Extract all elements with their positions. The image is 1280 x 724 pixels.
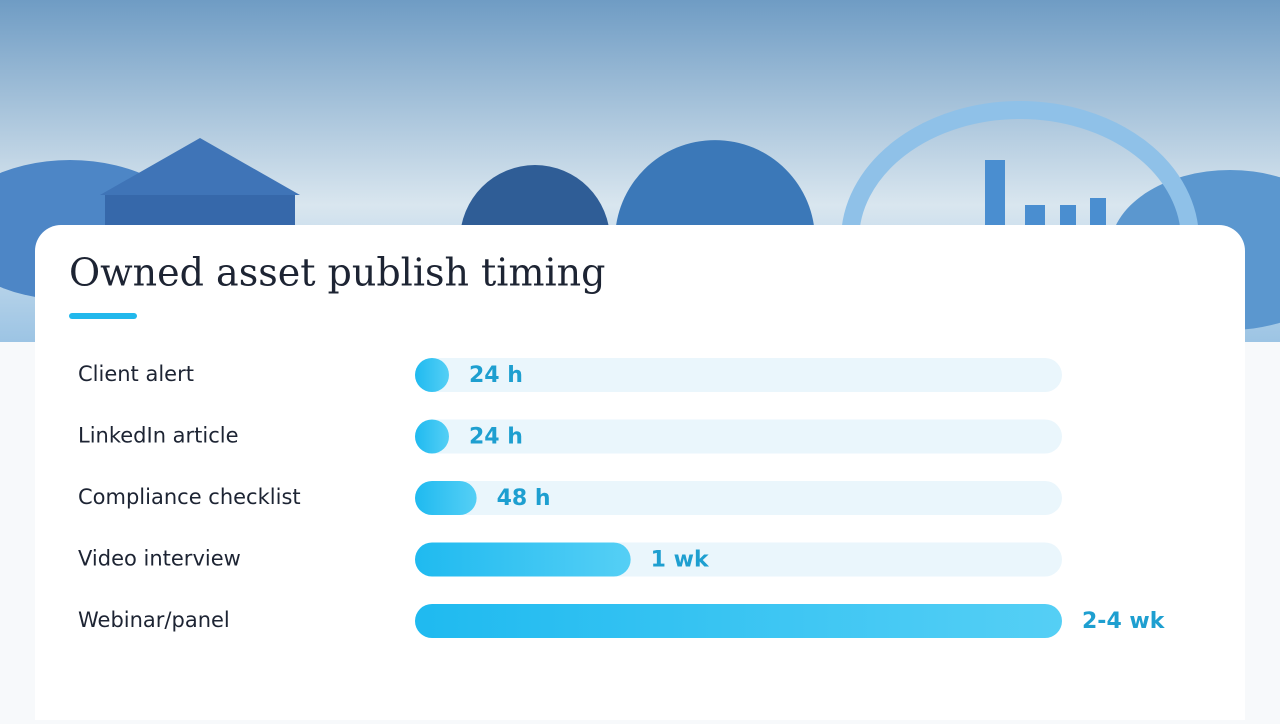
category-label: Compliance checklist bbox=[78, 485, 301, 509]
value-label: 2-4 wk bbox=[1082, 609, 1166, 634]
bar bbox=[415, 604, 1062, 638]
category-label: Video interview bbox=[78, 547, 241, 571]
value-label: 1 wk bbox=[651, 548, 710, 573]
value-label: 24 h bbox=[469, 425, 523, 450]
bar bbox=[415, 481, 477, 515]
bar bbox=[415, 419, 449, 454]
category-label: Webinar/panel bbox=[78, 608, 230, 632]
bar-track bbox=[415, 481, 1062, 515]
title-accent bbox=[69, 313, 137, 319]
card bbox=[35, 225, 1245, 724]
bar-track bbox=[415, 358, 1062, 392]
bar-track bbox=[415, 419, 1062, 454]
bar bbox=[415, 358, 449, 392]
value-label: 48 h bbox=[497, 486, 551, 511]
chart-title: Owned asset publish timing bbox=[69, 251, 605, 295]
bar bbox=[415, 542, 631, 577]
category-label: LinkedIn article bbox=[78, 424, 239, 448]
category-label: Client alert bbox=[78, 362, 194, 386]
value-label: 24 h bbox=[469, 363, 523, 388]
plot: Client alert 24 h LinkedIn article 24 h Comp… bbox=[78, 358, 1166, 638]
